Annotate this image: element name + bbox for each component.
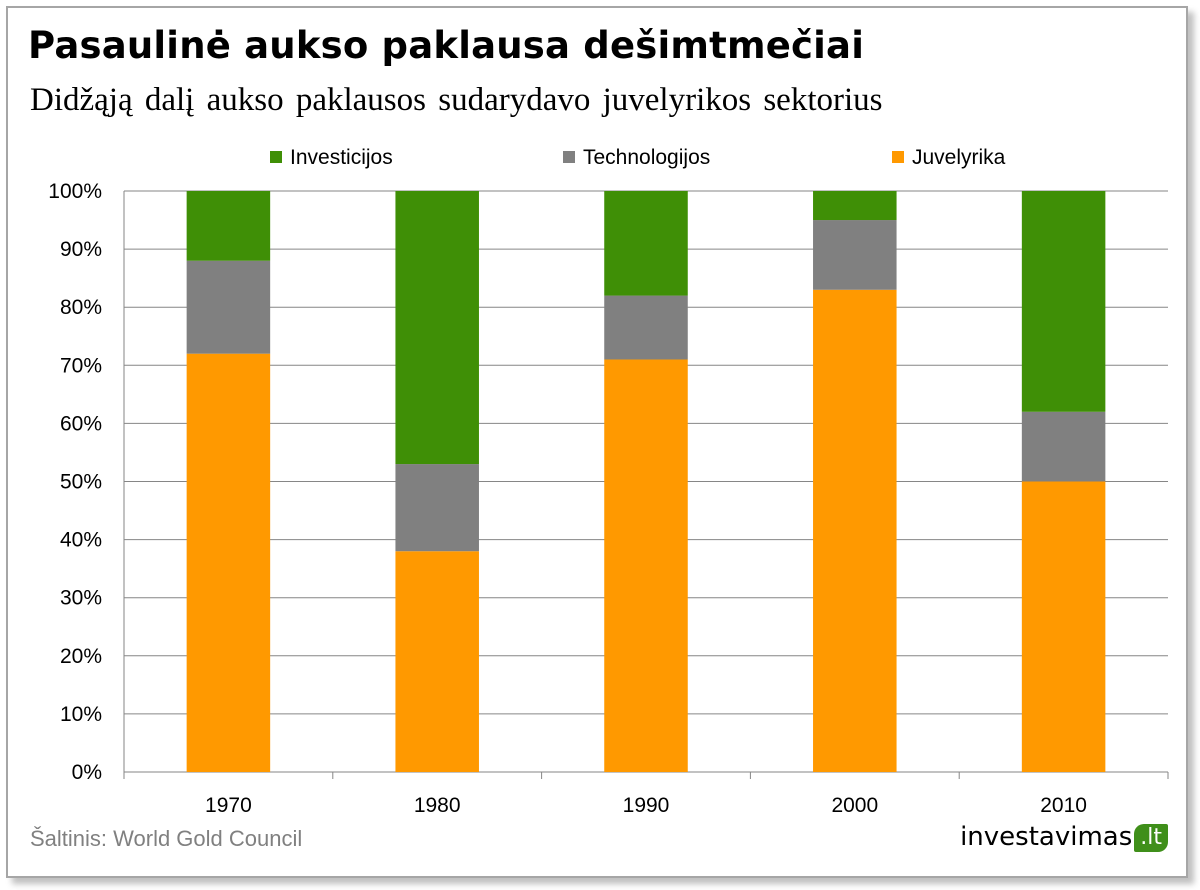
x-tick-label: 1980	[414, 794, 461, 817]
bar-investicijos-1970	[186, 191, 271, 261]
y-tick-label: 50%	[60, 471, 102, 494]
chart-title: Pasaulinė aukso paklausa dešimtmečiai	[28, 24, 865, 67]
bar-investicijos-2000	[813, 191, 897, 221]
legend-swatch-juvelyrika	[892, 151, 904, 163]
bar-investicijos-1980	[395, 191, 479, 465]
bar-juvelyrika-2000	[813, 289, 897, 772]
y-tick-label: 0%	[72, 761, 102, 784]
y-tick-label: 30%	[60, 587, 102, 610]
y-tick-label: 60%	[60, 412, 102, 435]
y-tick-label: 80%	[60, 296, 102, 319]
y-tick-label: 90%	[60, 238, 102, 261]
x-tick-label: 1990	[623, 794, 670, 817]
investavimas-logo: investavimas .lt	[960, 822, 1168, 852]
bar-technologijos-1980	[395, 464, 479, 552]
y-tick-label: 10%	[60, 703, 102, 726]
legend-swatch-investicijos	[270, 151, 282, 163]
legend-label-technologijos: Technologijos	[583, 146, 710, 169]
bar-technologijos-2000	[813, 220, 897, 290]
x-tick-label: 2000	[831, 794, 878, 817]
bar-juvelyrika-2010	[1021, 481, 1106, 772]
y-tick-label: 20%	[60, 645, 102, 668]
source-note: Šaltinis: World Gold Council	[30, 826, 303, 851]
y-tick-label: 100%	[48, 180, 102, 203]
bar-technologijos-2010	[1021, 411, 1106, 482]
y-tick-label: 70%	[60, 354, 102, 377]
legend-label-juvelyrika: Juvelyrika	[912, 146, 1006, 169]
bar-technologijos-1990	[604, 295, 688, 360]
x-tick-label: 2010	[1040, 794, 1087, 817]
bar-investicijos-1990	[604, 191, 688, 296]
bar-technologijos-1970	[186, 260, 271, 354]
logo-suffix: .lt	[1134, 824, 1168, 852]
bar-juvelyrika-1980	[395, 551, 479, 772]
y-tick-label: 40%	[60, 529, 102, 552]
bar-juvelyrika-1970	[186, 353, 271, 772]
logo-text: investavimas	[960, 822, 1133, 852]
chart-subtitle: Didžąją dalį aukso paklausos sudarydavo …	[30, 82, 883, 118]
x-tick-label: 1970	[205, 794, 252, 817]
bar-investicijos-2010	[1021, 191, 1106, 412]
legend-swatch-technologijos	[563, 151, 575, 163]
bar-juvelyrika-1990	[604, 359, 688, 772]
legend-label-investicijos: Investicijos	[290, 146, 393, 169]
